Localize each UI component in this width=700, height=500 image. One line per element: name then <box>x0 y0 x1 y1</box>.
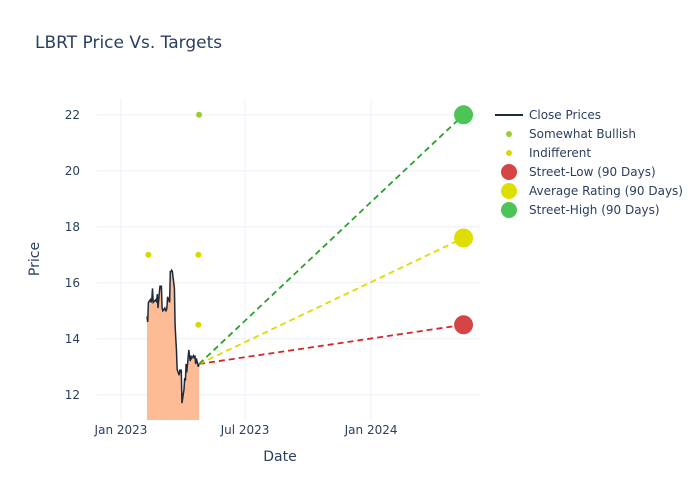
street-high-90-days-marker <box>454 105 474 125</box>
grid-lines <box>97 98 480 420</box>
street-high-90-days-line <box>198 114 465 365</box>
legend-item-street-low-90-days-label: Street-Low (90 Days) <box>529 165 656 179</box>
legend-item-street-low-90-days-swatch <box>501 164 517 180</box>
close-price-area <box>147 270 200 420</box>
y-tick-label: 20 <box>65 164 80 178</box>
average-rating-90-days-line <box>198 237 464 365</box>
x-axis-title: Date <box>263 449 296 465</box>
y-tick-label: 22 <box>65 108 80 122</box>
legend-item-street-high-90-days-swatch <box>501 202 517 218</box>
legend-item-average-rating-90-days-swatch <box>501 183 517 199</box>
legend-item-average-rating-90-days-label: Average Rating (90 Days) <box>529 184 683 198</box>
indifferent-marker <box>195 251 202 258</box>
x-tick-label: Jan 2024 <box>344 423 398 437</box>
legend-item-street-high-90-days-label: Street-High (90 Days) <box>529 203 660 217</box>
y-axis-ticks: 12 14 16 18 20 22 <box>65 108 80 402</box>
legend-item-somewhat-bullish-label: Somewhat Bullish <box>529 127 636 141</box>
average-rating-90-days-marker <box>454 228 474 248</box>
y-tick-label: 14 <box>65 332 80 346</box>
close-price-fill <box>147 270 200 420</box>
x-tick-label: Jul 2023 <box>220 423 270 437</box>
series-lines <box>146 114 465 404</box>
indifferent-marker <box>145 251 152 258</box>
x-tick-label: Jan 2023 <box>94 423 148 437</box>
y-tick-label: 12 <box>65 388 80 402</box>
somewhat-bullish-marker <box>196 111 203 118</box>
street-low-90-days-line <box>198 323 464 365</box>
y-tick-label: 16 <box>65 276 80 290</box>
street-low-90-days-marker <box>454 315 474 335</box>
y-tick-label: 18 <box>65 220 80 234</box>
legend-item-indifferent-swatch <box>506 150 512 156</box>
legend-item-somewhat-bullish-swatch <box>506 131 512 137</box>
legend-item-close-prices-label: Close Prices <box>529 108 601 122</box>
y-axis-title: Price <box>27 242 43 276</box>
x-axis-ticks: Jan 2023 Jul 2023 Jan 2024 <box>94 423 398 437</box>
series-markers <box>145 105 474 335</box>
chart-title: LBRT Price Vs. Targets <box>35 33 223 53</box>
close-price-line <box>146 268 200 404</box>
legend-item-indifferent-label: Indifferent <box>529 146 591 160</box>
legend: Close Prices Somewhat Bullish Indifferent S… <box>495 108 683 218</box>
indifferent-marker <box>195 321 202 328</box>
